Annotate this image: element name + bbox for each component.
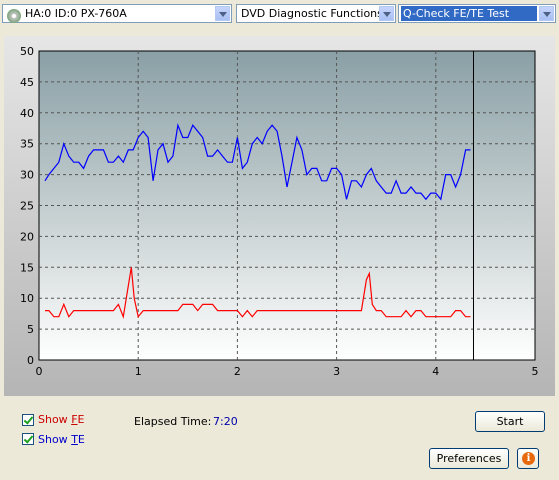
x-tick-label: 0 — [36, 365, 43, 378]
y-tick-label: 40 — [20, 107, 34, 120]
y-tick-label: 25 — [20, 200, 34, 213]
show-fe-label[interactable]: Show FE — [38, 413, 85, 426]
test-select-value: Q-Check FE/TE Test — [401, 6, 537, 21]
show-fe-checkbox[interactable] — [22, 414, 34, 426]
y-tick-label: 45 — [20, 76, 34, 89]
x-tick-label: 4 — [432, 365, 439, 378]
function-select[interactable]: DVD Diagnostic Functions — [236, 4, 396, 23]
x-tick-label: 5 — [532, 365, 539, 378]
info-button[interactable]: i — [517, 448, 539, 469]
elapsed-time-label: Elapsed Time: — [134, 415, 212, 428]
elapsed-time-value: 7:20 — [213, 415, 238, 428]
preferences-button[interactable]: Preferences — [429, 448, 509, 469]
y-tick-label: 15 — [20, 261, 34, 274]
cd-drive-icon — [7, 9, 21, 23]
info-icon: i — [522, 452, 535, 465]
drive-select-value: HA:0 ID:0 PX-760A — [25, 7, 127, 20]
series-fe-line — [45, 267, 471, 319]
show-te-checkbox[interactable] — [22, 433, 34, 445]
controls-panel: Show FE Show TE Elapsed Time: 7:20 Start… — [4, 398, 555, 476]
y-tick-label: 50 — [20, 45, 34, 58]
series-te-line — [44, 122, 471, 201]
y-tick-label: 30 — [20, 169, 34, 182]
chevron-down-icon[interactable] — [215, 6, 230, 21]
y-tick-label: 5 — [27, 323, 34, 336]
start-button[interactable]: Start — [475, 411, 545, 432]
x-tick-label: 2 — [234, 365, 241, 378]
x-tick-label: 3 — [333, 365, 340, 378]
chevron-down-icon[interactable] — [539, 6, 554, 21]
y-tick-label: 0 — [27, 354, 34, 367]
test-select[interactable]: Q-Check FE/TE Test — [398, 4, 556, 23]
x-tick-label: 1 — [135, 365, 142, 378]
y-tick-label: 35 — [20, 138, 34, 151]
toolbar: HA:0 ID:0 PX-760A DVD Diagnostic Functio… — [0, 0, 559, 30]
function-select-value: DVD Diagnostic Functions — [241, 7, 383, 20]
y-tick-label: 10 — [20, 292, 34, 305]
show-te-label[interactable]: Show TE — [38, 433, 85, 446]
y-tick-label: 20 — [20, 230, 34, 243]
drive-select[interactable]: HA:0 ID:0 PX-760A — [2, 4, 232, 23]
chevron-down-icon[interactable] — [379, 6, 394, 21]
